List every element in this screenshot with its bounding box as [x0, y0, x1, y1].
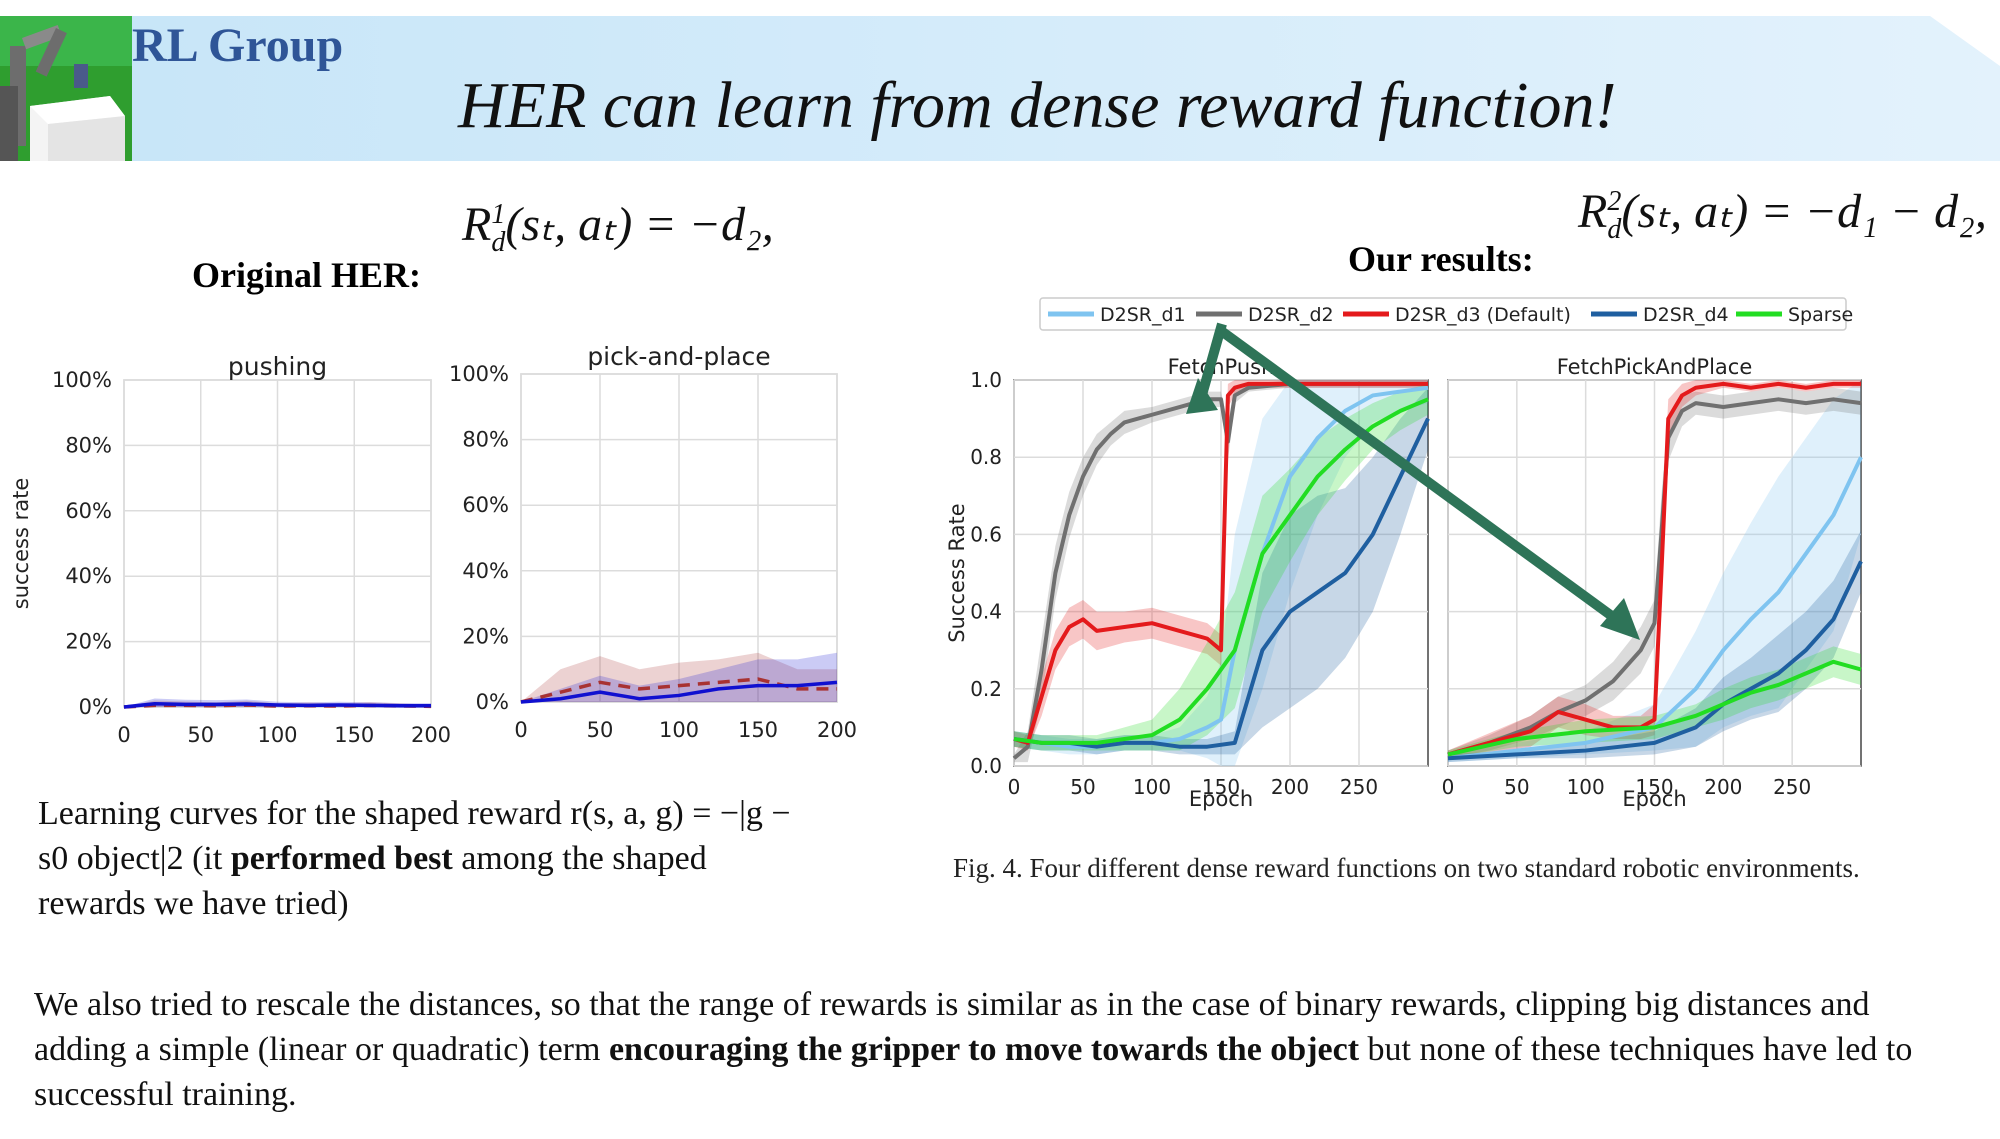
robot-logo	[0, 16, 132, 161]
legend-entry: D2SR_d2	[1248, 304, 1334, 326]
x-tick-label: 150	[738, 718, 778, 742]
y-tick-label: 0.4	[970, 600, 1002, 624]
x-tick-label: 100	[257, 723, 297, 747]
series-line-Sparse	[1013, 397, 1429, 745]
series-band	[1448, 646, 1861, 759]
annotation-arrow-shaft	[1217, 325, 1623, 627]
x-tick-label: 50	[587, 718, 614, 742]
y-tick-label: 60%	[462, 493, 509, 517]
x-tick-label: 150	[1635, 775, 1673, 799]
series-band	[521, 652, 837, 702]
y-tick-label: 40%	[65, 564, 112, 588]
legend-entry: D2SR_d4	[1643, 304, 1729, 326]
series-band	[1014, 387, 1428, 755]
y-tick-label: 60%	[65, 499, 112, 523]
bottom-paragraph: We also tried to rescale the distances, …	[34, 986, 1913, 1113]
legend-entry: D2SR_d1	[1100, 304, 1186, 326]
original-her-heading: Original HER:	[192, 255, 422, 295]
x-tick-label: 250	[1340, 775, 1378, 799]
x-tick-label: 100	[1133, 775, 1171, 799]
x-tick-label: 200	[1704, 775, 1742, 799]
chart-title: pushing	[228, 352, 327, 381]
annotation-arrow-head	[1600, 598, 1640, 640]
x-tick-label: 0	[117, 723, 130, 747]
x-tick-label: 200	[1271, 775, 1309, 799]
legend-entry: Sparse	[1788, 304, 1853, 326]
x-tick-label: 250	[1773, 775, 1811, 799]
y-tick-label: 0%	[476, 690, 509, 714]
formula-left: R1d(sₜ, aₜ) = −d₂,	[462, 198, 774, 258]
y-tick-label: 100%	[449, 362, 509, 386]
group-name: RL Group	[132, 19, 344, 72]
x-tick-label: 0	[1442, 775, 1455, 799]
series-band	[1014, 380, 1428, 766]
series-band	[1448, 530, 1861, 763]
x-tick-label: 0	[1008, 775, 1021, 799]
y-tick-label: 0.0	[970, 754, 1002, 778]
header-banner	[0, 16, 2000, 161]
x-tick-label: 50	[187, 723, 214, 747]
series-line-solid	[520, 680, 838, 704]
y-tick-label: 0.8	[970, 445, 1002, 469]
y-tick-label: 100%	[52, 368, 112, 392]
series-band	[1014, 383, 1428, 751]
left-caption: Learning curves for the shaped reward r(…	[38, 795, 791, 922]
y-tick-label: 80%	[462, 428, 509, 452]
legend-entry: D2SR_d3 (Default)	[1395, 304, 1571, 326]
y-tick-label: 40%	[462, 559, 509, 583]
x-tick-label: 150	[1202, 775, 1240, 799]
series-band	[521, 652, 837, 702]
fig-caption: Fig. 4. Four different dense reward func…	[953, 853, 1860, 883]
annotation-arrow-head	[1186, 378, 1218, 414]
y-tick-label: 1.0	[970, 368, 1002, 392]
x-tick-label: 50	[1070, 775, 1095, 799]
y-tick-label: 80%	[65, 433, 112, 457]
y-axis-label: success rate	[9, 478, 33, 609]
x-tick-label: 100	[659, 718, 699, 742]
x-tick-label: 200	[411, 723, 451, 747]
x-tick-label: 200	[817, 718, 857, 742]
x-tick-label: 150	[334, 723, 374, 747]
y-tick-label: 0.6	[970, 522, 1002, 546]
x-axis-label: Epoch	[1189, 787, 1253, 811]
y-tick-label: 20%	[65, 630, 112, 654]
series-band	[1448, 380, 1861, 763]
y-tick-label: 0.2	[970, 677, 1002, 701]
y-axis-label: Success Rate	[945, 503, 969, 642]
y-tick-label: 0%	[79, 695, 112, 719]
x-tick-label: 100	[1567, 775, 1605, 799]
x-tick-label: 0	[514, 718, 527, 742]
x-axis-label: Epoch	[1622, 787, 1686, 811]
series-line-Sparse	[1447, 659, 1862, 757]
chart-title: pick-and-place	[587, 342, 770, 371]
x-tick-label: 50	[1504, 775, 1529, 799]
formula-right: R2d(sₜ, aₜ) = −d₁ − d₂,	[1578, 185, 1987, 245]
series-line-D2SR_d3 (Default)	[1447, 381, 1861, 757]
chart-title: FetchPickAndPlace	[1557, 355, 1753, 379]
our-results-heading: Our results:	[1348, 239, 1534, 279]
series-line-D2SR_d1	[1447, 456, 1863, 761]
series-line-solid	[123, 701, 431, 709]
legend-box	[1039, 297, 1847, 331]
series-line-D2SR_d3 (Default)	[1013, 381, 1428, 745]
slide-title: HER can learn from dense reward function…	[458, 69, 1617, 142]
y-tick-label: 20%	[462, 624, 509, 648]
series-line-D2SR_d2	[1012, 381, 1428, 760]
